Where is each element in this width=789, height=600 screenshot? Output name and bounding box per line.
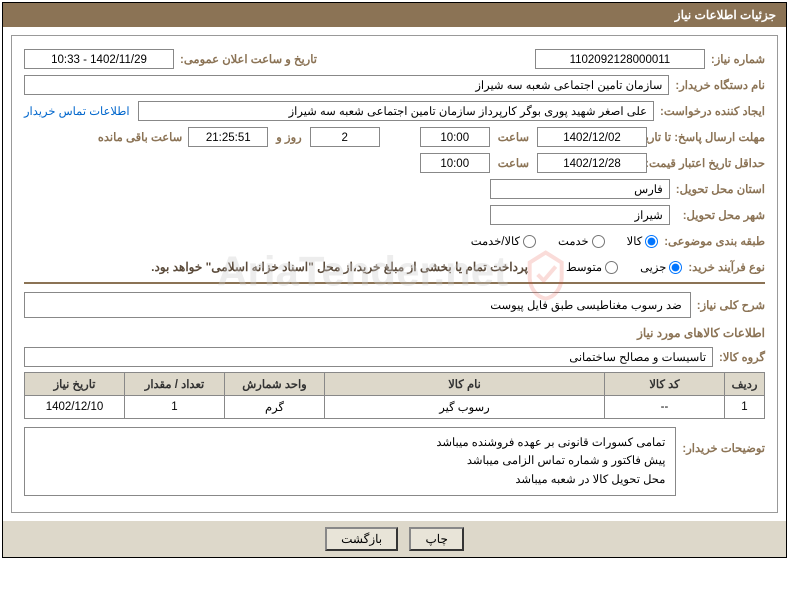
province-label: استان محل تحویل: bbox=[676, 182, 765, 196]
print-button[interactable]: چاپ bbox=[409, 527, 463, 551]
announce-date-label: تاریخ و ساعت اعلان عمومی: bbox=[180, 52, 317, 66]
goods-group-label: گروه کالا: bbox=[719, 350, 765, 364]
buyer-notes-label: توضیحات خریدار: bbox=[682, 427, 765, 455]
goods-group-value: تاسیسات و مصالح ساختمانی bbox=[24, 347, 713, 367]
validity-time-value: 10:00 bbox=[420, 153, 490, 173]
buyer-org-value: سازمان تامین اجتماعی شعبه سه شیراز bbox=[24, 75, 669, 95]
category-radio-service[interactable] bbox=[592, 235, 605, 248]
announce-date-value: 1402/11/29 - 10:33 bbox=[24, 49, 174, 69]
process-radio-minor[interactable] bbox=[669, 261, 682, 274]
process-type-label: نوع فرآیند خرید: bbox=[688, 260, 765, 274]
category-opt3-label: کالا/خدمت bbox=[471, 234, 520, 248]
hour-label-1: ساعت bbox=[498, 130, 529, 144]
validity-label: حداقل تاریخ اعتبار قیمت: تا تاریخ: bbox=[653, 156, 765, 170]
remaining-time-value: 21:25:51 bbox=[188, 127, 268, 147]
buyer-notes-box: تمامی کسورات قانونی بر عهده فروشنده میبا… bbox=[24, 427, 676, 496]
general-desc-label: شرح کلی نیاز: bbox=[697, 298, 765, 312]
page-title: جزئیات اطلاعات نیاز bbox=[675, 8, 776, 22]
th-name: نام کالا bbox=[325, 373, 605, 396]
remaining-days-value: 2 bbox=[310, 127, 380, 147]
buyer-org-label: نام دستگاه خریدار: bbox=[675, 78, 765, 92]
request-creator-label: ایجاد کننده‌ درخواست: bbox=[660, 104, 765, 118]
goods-info-title: اطلاعات کالاهای مورد نیاز bbox=[24, 326, 765, 340]
days-and-label: روز و bbox=[276, 130, 301, 144]
cell-date: 1402/12/10 bbox=[25, 396, 125, 419]
back-button[interactable]: بازگشت bbox=[325, 527, 398, 551]
need-number-label: شماره نیاز: bbox=[711, 52, 765, 66]
table-row: 1 -- رسوب گیر گرم 1 1402/12/10 bbox=[25, 396, 765, 419]
deadline-time-value: 10:00 bbox=[420, 127, 490, 147]
th-row: ردیف bbox=[725, 373, 765, 396]
notes-line-2: پیش فاکتور و شماره تماس الزامی میباشد bbox=[35, 452, 665, 470]
process-radio-group: جزیی متوسط bbox=[548, 260, 682, 274]
province-value: فارس bbox=[490, 179, 670, 199]
notes-line-1: تمامی کسورات قانونی بر عهده فروشنده میبا… bbox=[35, 434, 665, 452]
cell-code: -- bbox=[605, 396, 725, 419]
divider bbox=[24, 282, 765, 284]
deadline-date-value: 1402/12/02 bbox=[537, 127, 647, 147]
cell-qty: 1 bbox=[125, 396, 225, 419]
notes-line-3: محل تحویل کالا در شعبه میباشد bbox=[35, 471, 665, 489]
cell-num: 1 bbox=[725, 396, 765, 419]
process-opt1-label: جزیی bbox=[640, 260, 666, 274]
city-value: شیراز bbox=[490, 205, 670, 225]
category-radio-both[interactable] bbox=[523, 235, 536, 248]
cell-name: رسوب گیر bbox=[325, 396, 605, 419]
remaining-label: ساعت باقی مانده bbox=[98, 130, 182, 144]
category-label: طبقه بندی موضوعی: bbox=[664, 234, 765, 248]
buttons-row: چاپ بازگشت bbox=[3, 521, 786, 557]
page-title-bar: جزئیات اطلاعات نیاز bbox=[3, 3, 786, 27]
payment-note: پرداخت تمام یا بخشی از مبلغ خرید،از محل … bbox=[151, 260, 528, 274]
category-opt2-label: خدمت bbox=[558, 234, 589, 248]
goods-table: ردیف کد کالا نام کالا واحد شمارش تعداد /… bbox=[24, 372, 765, 419]
th-qty: تعداد / مقدار bbox=[125, 373, 225, 396]
general-desc-value: ضد رسوب مغناطیسی طبق فایل پیوست bbox=[24, 292, 691, 318]
cell-unit: گرم bbox=[225, 396, 325, 419]
validity-date-value: 1402/12/28 bbox=[537, 153, 647, 173]
deadline-label: مهلت ارسال پاسخ: تا تاریخ: bbox=[653, 130, 765, 144]
need-number-value: 1102092128000011 bbox=[535, 49, 705, 69]
request-creator-value: علی اصغر شهید پوری بوگر کارپرداز سازمان … bbox=[138, 101, 654, 121]
city-label: شهر محل تحویل: bbox=[683, 208, 765, 222]
th-unit: واحد شمارش bbox=[225, 373, 325, 396]
th-code: کد کالا bbox=[605, 373, 725, 396]
process-opt2-label: متوسط bbox=[566, 260, 602, 274]
process-radio-medium[interactable] bbox=[605, 261, 618, 274]
hour-label-2: ساعت bbox=[498, 156, 529, 170]
category-radio-group: کالا خدمت کالا/خدمت bbox=[453, 234, 659, 248]
category-radio-goods[interactable] bbox=[645, 235, 658, 248]
contact-buyer-link[interactable]: اطلاعات تماس خریدار bbox=[24, 104, 130, 118]
th-date: تاریخ نیاز bbox=[25, 373, 125, 396]
category-opt1-label: کالا bbox=[627, 234, 643, 248]
